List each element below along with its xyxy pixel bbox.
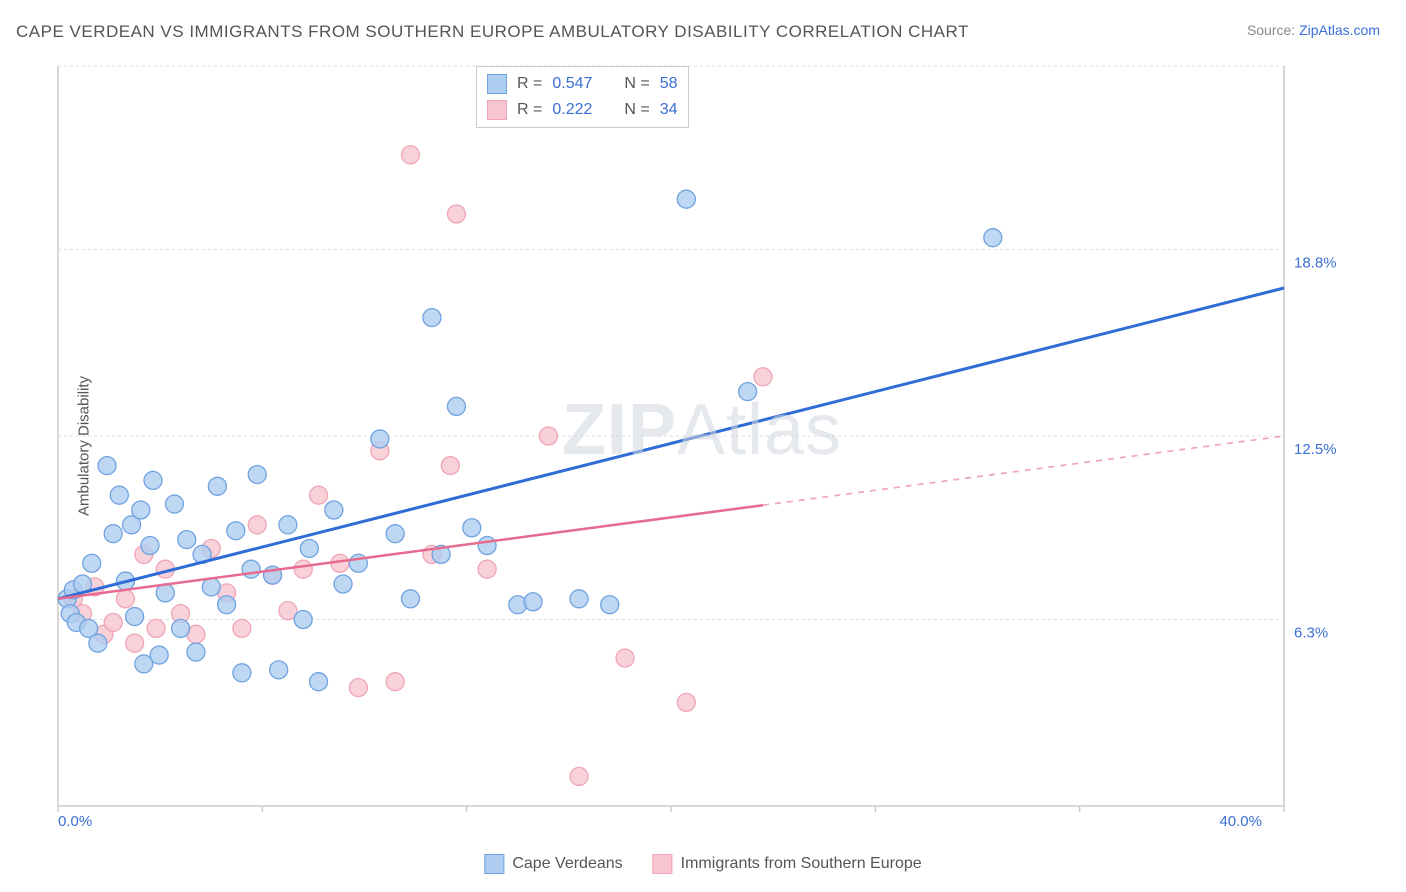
legend-item-series2: Immigrants from Southern Europe <box>653 854 922 874</box>
plot-area: 6.3%12.5%18.8%0.0%40.0% ZIPAtlas R = 0.5… <box>56 60 1348 830</box>
r-value-series2: 0.222 <box>552 101 592 119</box>
n-label: N = <box>624 75 649 93</box>
svg-text:18.8%: 18.8% <box>1294 255 1337 272</box>
r-label-2: R = <box>517 101 542 119</box>
r-value-series1: 0.547 <box>552 75 592 93</box>
legend-swatch-series2 <box>653 854 673 874</box>
legend-label-series2: Immigrants from Southern Europe <box>681 855 922 873</box>
source-attribution: Source: ZipAtlas.com <box>1247 22 1380 38</box>
chart-svg: 6.3% 12.5% 18.8% 0.0% 40.0% <box>56 60 1348 830</box>
swatch-series1 <box>487 74 507 94</box>
swatch-series2 <box>487 100 507 120</box>
legend-item-series1: Cape Verdeans <box>484 854 622 874</box>
source-value: ZipAtlas.com <box>1299 22 1380 38</box>
stats-row-series1: R = 0.547 N = 58 <box>487 71 678 97</box>
source-label: Source: <box>1247 22 1295 38</box>
r-label: R = <box>517 75 542 93</box>
legend-swatch-series1 <box>484 854 504 874</box>
bottom-legend: Cape Verdeans Immigrants from Southern E… <box>484 854 921 874</box>
svg-text:6.3%: 6.3% <box>1294 625 1328 642</box>
n-value-series1: 58 <box>660 75 678 93</box>
n-value-series2: 34 <box>660 101 678 119</box>
svg-text:40.0%: 40.0% <box>1219 813 1262 830</box>
stats-legend-box: R = 0.547 N = 58 R = 0.222 N = 34 <box>476 66 689 128</box>
stats-row-series2: R = 0.222 N = 34 <box>487 97 678 123</box>
svg-text:12.5%: 12.5% <box>1294 441 1337 458</box>
chart-title: CAPE VERDEAN VS IMMIGRANTS FROM SOUTHERN… <box>16 22 969 42</box>
n-label-2: N = <box>624 101 649 119</box>
svg-text:0.0%: 0.0% <box>58 813 92 830</box>
legend-label-series1: Cape Verdeans <box>512 855 622 873</box>
